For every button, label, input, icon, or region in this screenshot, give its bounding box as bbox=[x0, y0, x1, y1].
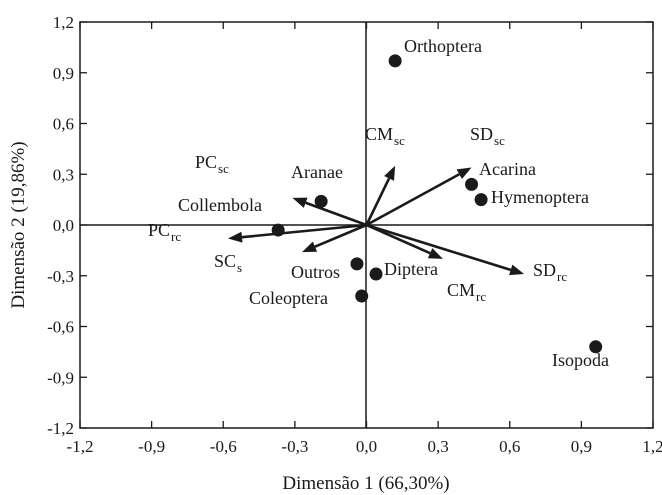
data-point bbox=[388, 54, 402, 68]
vector-arrow-line bbox=[241, 223, 367, 239]
data-point bbox=[314, 194, 328, 208]
vector-label: PCrc bbox=[148, 220, 181, 244]
y-tick-label: -1,2 bbox=[47, 419, 74, 438]
point-label: Isopoda bbox=[552, 350, 609, 370]
vector-label: CMrc bbox=[447, 280, 486, 304]
x-tick-label: 0,0 bbox=[356, 437, 377, 456]
vector-arrow-line bbox=[366, 223, 512, 272]
vector-arrow-line bbox=[314, 223, 368, 248]
data-point bbox=[350, 257, 364, 271]
x-tick-label: 1,2 bbox=[642, 437, 662, 456]
x-tick-label: 0,9 bbox=[571, 437, 592, 456]
vector-arrow-head bbox=[292, 197, 308, 208]
y-tick-label: 1,2 bbox=[53, 13, 74, 32]
point-label: Orthoptera bbox=[404, 36, 482, 56]
vector-arrow-head bbox=[228, 231, 243, 243]
axis-ticks: -1,2-1,2 -0,9 -0,9 -0,6 -0,6 -0,3 -0,3 0,0 0,0 0,… bbox=[47, 13, 662, 456]
data-point bbox=[465, 177, 479, 191]
point-label: Diptera bbox=[384, 259, 438, 279]
y-tick-label: -0,9 bbox=[47, 368, 74, 387]
vector-arrow-line bbox=[365, 173, 460, 227]
x-tick-label: -0,6 bbox=[210, 437, 237, 456]
point-label: Coleoptera bbox=[249, 288, 328, 308]
vector-arrow-head bbox=[509, 264, 525, 276]
y-tick-label: -0,6 bbox=[47, 318, 74, 337]
data-point bbox=[589, 340, 603, 354]
point-label: Hymenoptera bbox=[491, 187, 589, 207]
x-tick-label: -1,2 bbox=[67, 437, 94, 456]
vector-label: PCsc bbox=[195, 152, 229, 176]
data-point bbox=[369, 267, 383, 281]
vector-arrow-line bbox=[365, 223, 431, 255]
x-tick-label: 0,6 bbox=[499, 437, 520, 456]
vector-arrow-head bbox=[302, 241, 318, 253]
vector-arrow-line bbox=[305, 201, 367, 227]
y-tick-label: 0,3 bbox=[53, 165, 74, 184]
point-label: Collembola bbox=[178, 195, 262, 215]
vector-arrow-head bbox=[456, 167, 472, 180]
vector-arrow-line bbox=[365, 177, 391, 226]
y-tick-label: -0,3 bbox=[47, 267, 74, 286]
vector-arrow-head bbox=[384, 165, 396, 181]
y-axis-title: Dimensão 2 (19,86%) bbox=[8, 141, 29, 308]
y-tick-label: 0,0 bbox=[53, 216, 74, 235]
vector-label: SCs bbox=[214, 251, 242, 275]
scatter-points: Orthoptera Acarina Hymenoptera Aranae Collem… bbox=[178, 36, 609, 370]
vector-label: CMsc bbox=[365, 124, 405, 148]
y-tick-label: 0,6 bbox=[53, 115, 74, 134]
vector-label: SDsc bbox=[470, 124, 505, 148]
data-point bbox=[271, 223, 285, 237]
point-label: Acarina bbox=[479, 159, 536, 179]
point-label: Outros bbox=[291, 262, 340, 282]
x-tick-label: -0,3 bbox=[281, 437, 308, 456]
point-label: Aranae bbox=[291, 162, 343, 182]
vector-label: SDrc bbox=[533, 260, 567, 284]
data-point bbox=[474, 193, 488, 207]
y-tick-label: 0,9 bbox=[53, 64, 74, 83]
data-point bbox=[355, 289, 369, 303]
x-tick-label: 0,3 bbox=[428, 437, 449, 456]
x-axis-title: Dimensão 1 (66,30%) bbox=[282, 473, 449, 494]
vector-arrows: CMsc SDsc PCsc PCrc SCs SDrc CMrc bbox=[148, 124, 567, 304]
x-tick-label: -0,9 bbox=[138, 437, 165, 456]
vector-arrow-head bbox=[427, 248, 443, 259]
